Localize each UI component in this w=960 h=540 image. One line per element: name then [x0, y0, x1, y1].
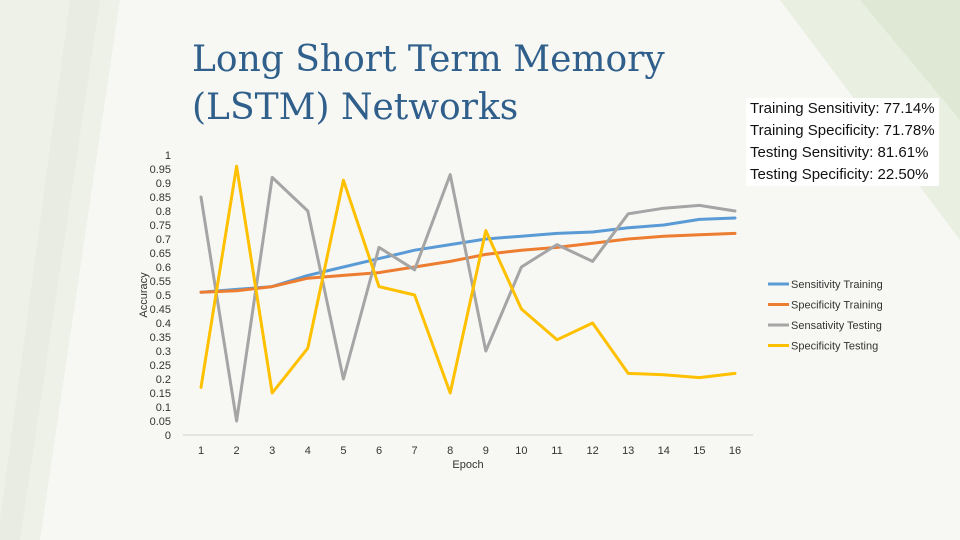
y-tick-label: 0.2 [156, 374, 171, 386]
x-tick-label: 2 [234, 445, 240, 457]
legend-entry: Specificity Training [791, 300, 883, 312]
y-tick-label: 0.55 [150, 276, 171, 288]
x-tick-label: 12 [586, 445, 598, 457]
slide-title: Long Short Term Memory (LSTM) Networks [192, 39, 665, 128]
x-tick-label: 9 [483, 445, 489, 457]
x-tick-label: 1 [198, 445, 204, 457]
x-tick-label: 14 [658, 445, 670, 457]
legend-entry: Specificity Testing [791, 341, 878, 353]
y-tick-label: 1 [165, 150, 171, 162]
legend: Sensitivity Training Specificity Training… [768, 279, 883, 353]
stat-testing-specificity: Testing Specificity: 22.50% [750, 166, 929, 183]
stat-training-specificity: Training Specificity: 71.78% [750, 122, 935, 139]
x-tick-label: 11 [551, 445, 562, 457]
x-tick-label: 15 [693, 445, 705, 457]
y-tick-label: 0.25 [150, 360, 171, 372]
y-tick-label: 0.7 [156, 234, 171, 246]
stats-box: Training Sensitivity: 77.14% Training Sp… [746, 98, 939, 186]
series-line-sensativity-testing [199, 173, 737, 423]
y-tick-label: 0.05 [150, 416, 171, 428]
y-tick-label: 0.45 [150, 304, 171, 316]
x-tick-label: 6 [376, 445, 382, 457]
y-axis-title: Accuracy [138, 272, 150, 318]
y-tick-label: 0.1 [156, 402, 171, 414]
x-tick-label: 5 [340, 445, 346, 457]
stat-training-sensitivity: Training Sensitivity: 77.14% [750, 100, 935, 117]
stat-testing-sensitivity: Testing Sensitivity: 81.61% [750, 144, 929, 161]
y-tick-label: 0.6 [156, 262, 171, 274]
y-tick-label: 0.4 [156, 318, 171, 330]
y-tick-label: 0.95 [150, 164, 171, 176]
y-tick-label: 0.8 [156, 206, 171, 218]
series-line-specificity-testing [199, 164, 737, 395]
y-tick-label: 0.5 [156, 290, 171, 302]
legend-entry: Sensitivity Training [791, 279, 883, 291]
y-tick-label: 0.9 [156, 178, 171, 190]
y-tick-label: 0.3 [156, 346, 171, 358]
x-axis-title: Epoch [452, 459, 483, 471]
y-tick-labels: 0 0.05 0.1 0.15 0.2 0.25 0.3 0.35 0.4 0.45 0.5 0.55… [150, 150, 171, 442]
y-tick-label: 0.15 [150, 388, 171, 400]
y-tick-label: 0.65 [150, 248, 171, 260]
x-tick-label: 13 [622, 445, 634, 457]
y-tick-label: 0.75 [150, 220, 171, 232]
x-tick-label: 3 [269, 445, 275, 457]
x-tick-label: 10 [515, 445, 527, 457]
series-lines [199, 164, 737, 423]
series-line-sensitivity-training [199, 216, 737, 294]
legend-entry: Sensativity Testing [791, 320, 882, 332]
x-tick-label: 4 [305, 445, 311, 457]
x-tick-label: 7 [412, 445, 418, 457]
y-tick-label: 0.85 [150, 192, 171, 204]
x-tick-label: 16 [729, 445, 741, 457]
y-tick-label: 0.35 [150, 332, 171, 344]
x-tick-label: 8 [447, 445, 453, 457]
x-tick-labels: 1 2 3 4 5 6 7 8 9 10 11 12 13 14 15 16 [198, 445, 741, 457]
y-tick-label: 0 [165, 430, 171, 442]
